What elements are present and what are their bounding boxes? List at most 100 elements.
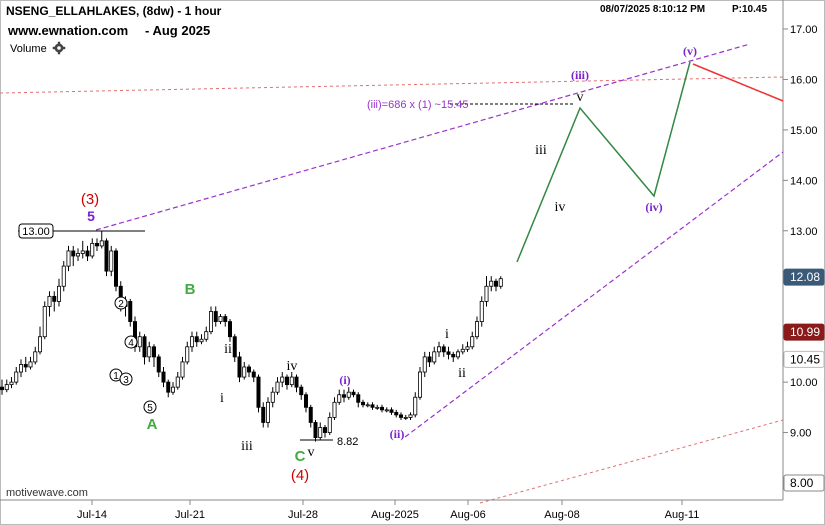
candle — [489, 276, 494, 292]
candle — [356, 392, 361, 408]
candle — [289, 372, 294, 388]
y-tick-label: 15.00 — [790, 125, 818, 137]
fib-target-note: (iii)=686 x (1) ~15.45 — [367, 99, 469, 111]
candle — [151, 344, 156, 367]
candle — [389, 407, 394, 415]
wave-label-v-purple: (v) — [683, 44, 697, 58]
candle — [66, 245, 71, 272]
candle — [33, 346, 38, 365]
price-tag-12-08: 12.08 — [783, 268, 825, 286]
wave-label-iv-projection: iv — [555, 200, 566, 215]
candle — [408, 412, 413, 420]
candle — [351, 389, 356, 398]
chart-title: NSENG_ELLAHLAKES, (8dw) - 1 hour — [6, 4, 222, 18]
price-status: P:10.45 — [732, 4, 767, 15]
candle — [493, 278, 498, 292]
candle — [47, 291, 52, 317]
candle — [275, 377, 280, 395]
candle — [284, 374, 289, 390]
circled-3: 3 — [119, 372, 133, 386]
price-tag-10-99: 10.99 — [783, 323, 825, 341]
volume-label: Volume — [10, 43, 47, 55]
price-tags: 12.08 10.99 10.45 8.00 — [783, 268, 825, 492]
candle — [370, 402, 375, 410]
candle — [213, 306, 218, 327]
candle — [28, 356, 33, 370]
candle — [484, 276, 489, 307]
wave-label-B: B — [185, 281, 196, 298]
candle — [223, 314, 228, 327]
circled-5: 5 — [143, 400, 157, 414]
wave-label-iv-left: iv — [287, 359, 298, 374]
price-tag-label: 10.99 — [790, 325, 820, 339]
candle — [76, 248, 81, 262]
candle — [114, 248, 119, 292]
candle — [332, 397, 337, 420]
purple-channel-upper — [95, 43, 751, 231]
candle — [299, 384, 304, 400]
price-tag-label: 8.00 — [790, 476, 814, 490]
candle — [294, 374, 299, 393]
candle — [242, 361, 247, 380]
y-tick-label: 9.00 — [790, 428, 811, 440]
wave-label-iii-purple: (iii) — [571, 68, 589, 82]
candle — [375, 404, 380, 410]
candle — [308, 404, 313, 428]
candle — [23, 356, 28, 373]
purple-channel-lower — [404, 151, 784, 438]
candle — [9, 377, 14, 389]
candle — [341, 389, 346, 403]
candle — [441, 344, 446, 357]
candle — [38, 326, 43, 355]
candle — [465, 341, 470, 352]
candle — [99, 230, 104, 249]
candle — [394, 409, 399, 418]
candle — [147, 341, 152, 362]
wave-label-iii-projection: iii — [535, 143, 547, 158]
candle — [460, 344, 465, 355]
x-tick-label: Jul-28 — [288, 509, 318, 521]
wave-label-3-red: (3) — [81, 191, 99, 208]
wave-label-4-red: (4) — [291, 467, 309, 484]
candle — [199, 334, 204, 345]
candle — [446, 346, 451, 360]
candle — [322, 424, 327, 438]
wave-label-A: A — [147, 416, 158, 433]
candle — [156, 354, 161, 378]
candle — [398, 412, 403, 420]
candle — [85, 245, 90, 262]
gear-icon[interactable] — [52, 41, 66, 55]
projection-path — [516, 61, 691, 263]
circled-5-label: 5 — [147, 403, 153, 414]
candle — [189, 331, 194, 352]
candle — [261, 402, 266, 428]
price-tag-box — [783, 350, 825, 368]
candle — [137, 331, 142, 352]
candle — [185, 341, 190, 365]
candle — [80, 240, 85, 259]
wave-label-ii-purple: (ii) — [390, 427, 405, 441]
timestamp: 08/07/2025 8:10:12 PM — [600, 4, 705, 15]
candle — [470, 331, 475, 350]
x-axis-ticks: Jul-14 Jul-21 Jul-28 Aug-2025 Aug-06 Aug-08 Au… — [77, 500, 699, 521]
candle — [436, 341, 441, 357]
price-box-13: 13.00 — [18, 223, 54, 239]
candle — [422, 351, 427, 378]
candle — [95, 238, 100, 251]
y-tick-label: 16.00 — [790, 74, 818, 86]
red-dotted-trendline-upper — [0, 76, 784, 94]
x-tick-label: Aug-2025 — [371, 509, 419, 521]
x-tick-label: Jul-14 — [77, 509, 107, 521]
candle — [417, 366, 422, 400]
candle — [227, 319, 232, 342]
candle — [170, 382, 175, 395]
candle — [142, 334, 147, 365]
candle — [57, 278, 62, 307]
circled-4-label: 4 — [128, 338, 134, 349]
wave-label-iv-purple: (iv) — [645, 200, 662, 214]
wave-label-i-right: i — [445, 327, 449, 342]
website-label: www.ewnation.com — [7, 23, 128, 38]
circled-2: 2 — [114, 296, 128, 310]
